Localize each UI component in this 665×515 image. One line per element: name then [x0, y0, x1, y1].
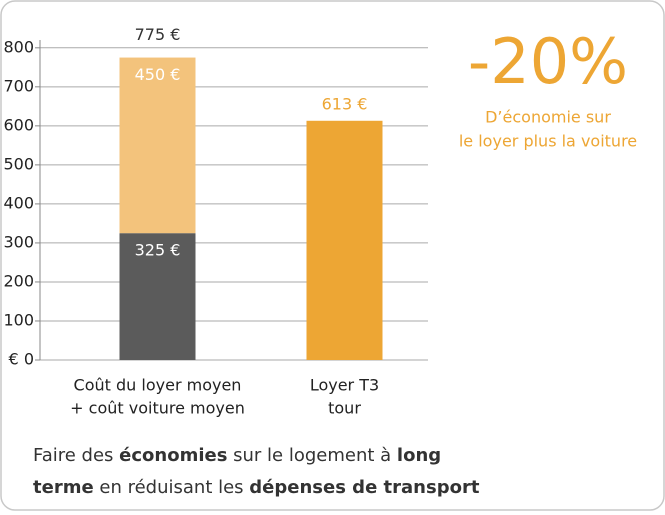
- annotation-line: le loyer plus la voiture: [459, 132, 637, 151]
- bar-segment: [119, 57, 196, 234]
- caption-segment: dépenses de transport: [249, 477, 480, 498]
- caption-segment: long: [397, 445, 441, 466]
- x-tick-label: Loyer T3: [310, 376, 379, 395]
- y-tick-label: 500: [3, 154, 34, 173]
- bar-segment: [306, 120, 383, 360]
- y-tick-label: 700: [3, 76, 34, 95]
- caption-segment: en réduisant les: [94, 477, 250, 498]
- y-tick-label: 100: [3, 310, 34, 329]
- y-tick-label: 400: [3, 193, 34, 212]
- bar-segment: [119, 233, 196, 360]
- y-tick-label: 200: [3, 271, 34, 290]
- annotation-line: D’économie sur: [485, 108, 611, 127]
- annotation-headline: -20%: [468, 25, 628, 98]
- y-tick-label: 800: [3, 37, 34, 56]
- data-label: 325 €: [135, 241, 181, 260]
- y-tick-label: 600: [3, 115, 34, 134]
- y-tick-label: 300: [3, 232, 34, 251]
- total-label: 775 €: [135, 25, 181, 44]
- caption-segment: sur le logement à: [227, 445, 397, 466]
- x-tick-label: + coût voiture moyen: [70, 399, 245, 418]
- caption-segment: terme: [33, 477, 94, 498]
- x-tick-label: Coût du loyer moyen: [74, 376, 242, 395]
- caption-line: Faire des économies sur le logement à lo…: [33, 445, 441, 466]
- caption-line: terme en réduisant les dépenses de trans…: [33, 477, 480, 498]
- caption-segment: économies: [119, 445, 227, 466]
- y-tick-label: € 0: [9, 350, 34, 369]
- data-label: 450 €: [135, 65, 181, 84]
- data-label: 613 €: [322, 94, 368, 113]
- caption-segment: Faire des: [33, 445, 119, 466]
- x-tick-label: tour: [328, 399, 361, 418]
